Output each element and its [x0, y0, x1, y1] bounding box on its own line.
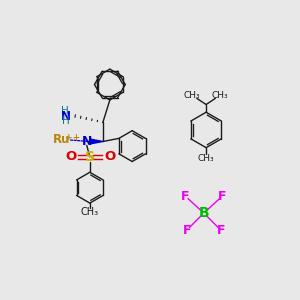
- Text: F: F: [181, 190, 190, 203]
- Text: H: H: [62, 116, 70, 126]
- Text: CH₃: CH₃: [184, 91, 201, 100]
- Text: CH₃: CH₃: [81, 207, 99, 217]
- Text: F: F: [183, 224, 191, 236]
- Text: CH₃: CH₃: [212, 91, 228, 100]
- Text: O: O: [65, 150, 76, 164]
- Text: S: S: [85, 150, 95, 164]
- Text: O: O: [104, 150, 116, 164]
- Text: ++: ++: [64, 133, 80, 142]
- Text: F: F: [217, 224, 225, 236]
- Text: B: B: [199, 206, 209, 220]
- Text: H: H: [61, 106, 69, 116]
- Text: Ru: Ru: [53, 134, 70, 146]
- Text: F: F: [218, 190, 226, 203]
- Text: N: N: [82, 135, 92, 148]
- Polygon shape: [91, 139, 103, 144]
- Text: N: N: [61, 110, 71, 123]
- Text: CH₃: CH₃: [198, 154, 214, 163]
